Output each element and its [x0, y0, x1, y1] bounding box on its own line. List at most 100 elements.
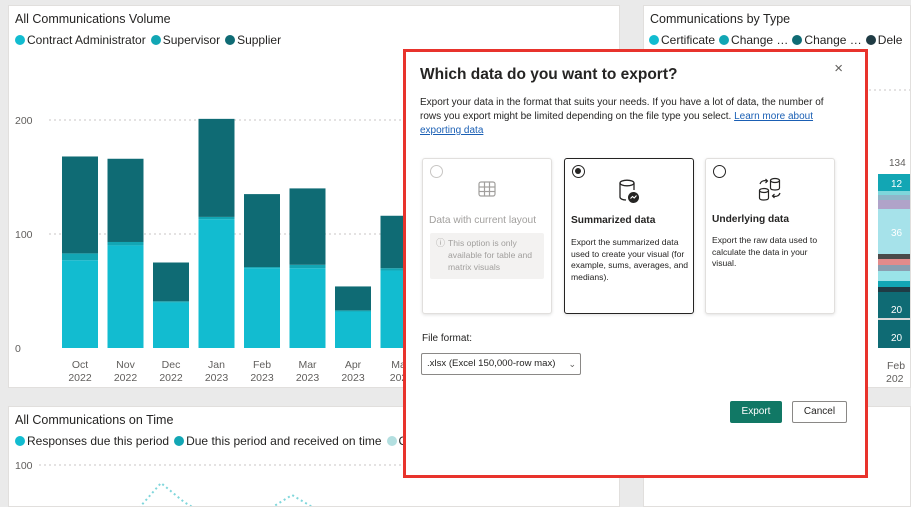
bar-segment[interactable] [244, 194, 280, 268]
x-axis-label: 2023 [296, 372, 320, 384]
legend-dot [15, 436, 25, 446]
bar-segment[interactable] [153, 262, 189, 302]
option-name: Summarized data [571, 215, 656, 226]
legend-item[interactable]: Dele [865, 33, 902, 47]
y-axis-tick: 0 [15, 343, 21, 355]
y-axis-tick: 100 [15, 229, 33, 241]
bar-segment[interactable] [878, 292, 911, 318]
legend-dot [150, 35, 161, 45]
bar-segment[interactable] [878, 200, 911, 209]
legend-label: Responses due this period [27, 434, 170, 448]
bar-total-label: 134 [889, 158, 906, 169]
bar-segment[interactable] [335, 311, 371, 348]
legend-item[interactable]: Change … [719, 33, 788, 47]
bar-segment[interactable] [335, 286, 371, 311]
close-icon[interactable]: × [834, 60, 843, 77]
dialog-description: Export your data in the format that suit… [420, 96, 830, 138]
x-axis-label: 2022 [159, 372, 183, 384]
segment-label: 20 [891, 305, 903, 316]
x-axis-label: Jan [208, 359, 225, 371]
option-description: Export the summarized data used to creat… [571, 237, 689, 282]
cancel-button[interactable]: Cancel [792, 401, 847, 423]
bar-segment[interactable] [198, 118, 235, 217]
x-axis-label: 2022 [114, 372, 138, 384]
bar-segment[interactable] [198, 219, 235, 348]
export-dialog-highlight: Which data do you want to export? × Expo… [403, 49, 868, 478]
bar-segment[interactable] [878, 265, 911, 271]
legend-item[interactable]: Responses due this period [15, 434, 169, 448]
legend-item[interactable]: Supervisor [150, 33, 220, 47]
x-axis-label: 202 [390, 372, 408, 384]
legend-item[interactable]: Supplier [225, 33, 281, 47]
bar-segment[interactable] [244, 268, 280, 348]
legend-dot [719, 35, 730, 45]
legend-label: Change … [804, 33, 862, 47]
volume-chart-title: All Communications Volume [15, 12, 171, 26]
x-axis-label: 2023 [250, 372, 274, 384]
file-format-dropdown[interactable]: .xlsx (Excel 150,000-row max) ⌄ [421, 353, 581, 375]
segment-label: 20 [891, 333, 903, 344]
x-axis-label: Nov [116, 359, 135, 371]
learn-more-link[interactable]: Learn more about exporting data [420, 111, 814, 136]
bar-segment[interactable] [153, 302, 189, 348]
bar-segment[interactable] [289, 268, 326, 348]
file-format-value: .xlsx (Excel 150,000-row max) [427, 358, 556, 369]
bar-segment[interactable] [878, 259, 911, 265]
bar-segment[interactable] [878, 320, 911, 348]
bar-segment[interactable] [380, 268, 417, 271]
legend-item[interactable]: Certificate [649, 33, 715, 47]
bar-segment[interactable] [878, 209, 911, 254]
option-summarized-data[interactable]: Summarized data Export the summarized da… [564, 158, 694, 314]
bar-segment[interactable] [878, 318, 911, 320]
bar-segment[interactable] [289, 264, 326, 269]
bar-segment[interactable] [878, 174, 911, 191]
bar-segment[interactable] [62, 253, 98, 261]
dialog-title: Which data do you want to export? [420, 66, 678, 83]
x-axis-label: Dec [162, 359, 181, 371]
bar-segment[interactable] [244, 267, 280, 269]
bar-segment[interactable] [153, 301, 189, 303]
segment-label: 12 [891, 179, 903, 190]
bar-segment[interactable] [878, 254, 911, 259]
bar-segment[interactable] [878, 195, 911, 200]
option-data-with-current-layout: Data with current layout ⓘ This option is… [422, 158, 552, 314]
export-button[interactable]: Export [730, 401, 782, 423]
legend-item[interactable]: Contract Administrator [15, 33, 146, 47]
file-format-label: File format: [422, 333, 473, 344]
table-grid-icon [478, 181, 496, 197]
info-icon: ⓘ [436, 238, 446, 248]
radio-button-selected[interactable] [572, 165, 585, 178]
bar-segment[interactable] [335, 310, 371, 312]
bar-segment[interactable] [62, 260, 98, 348]
x-axis-label: Ma [391, 359, 406, 371]
legend-label: Change … [731, 33, 789, 47]
bar-segment[interactable] [878, 287, 911, 292]
bar-segment[interactable] [878, 271, 911, 281]
option-underlying-data[interactable]: Underlying data Export the raw data used… [705, 158, 835, 314]
legend-item[interactable]: Due this period and received on time [174, 434, 382, 448]
bar-segment[interactable] [62, 156, 98, 254]
bar-segment[interactable] [878, 191, 911, 195]
x-axis-label: Oct [72, 359, 88, 371]
bar-segment[interactable] [289, 188, 326, 265]
x-axis-label: 2023 [341, 372, 365, 384]
x-axis-label: Apr [345, 359, 362, 371]
bar-segment[interactable] [107, 245, 144, 348]
legend-item[interactable]: C [386, 434, 407, 448]
bar-segment[interactable] [198, 216, 235, 220]
bar-segment[interactable] [107, 158, 144, 242]
database-chart-icon [619, 179, 639, 203]
legend-dot [15, 35, 25, 45]
bar-segment[interactable] [107, 241, 144, 246]
x-axis-label: 2022 [68, 372, 92, 384]
x-axis-label: Mar [298, 359, 317, 371]
legend-dot [649, 35, 659, 45]
on-time-chart-title: All Communications on Time [15, 413, 174, 427]
bar-segment[interactable] [878, 281, 911, 287]
segment-label: 36 [891, 228, 903, 239]
option-disabled-note: ⓘ This option is only available for table… [430, 233, 544, 279]
radio-button[interactable] [713, 165, 726, 178]
legend-item[interactable]: Change … [792, 33, 862, 47]
